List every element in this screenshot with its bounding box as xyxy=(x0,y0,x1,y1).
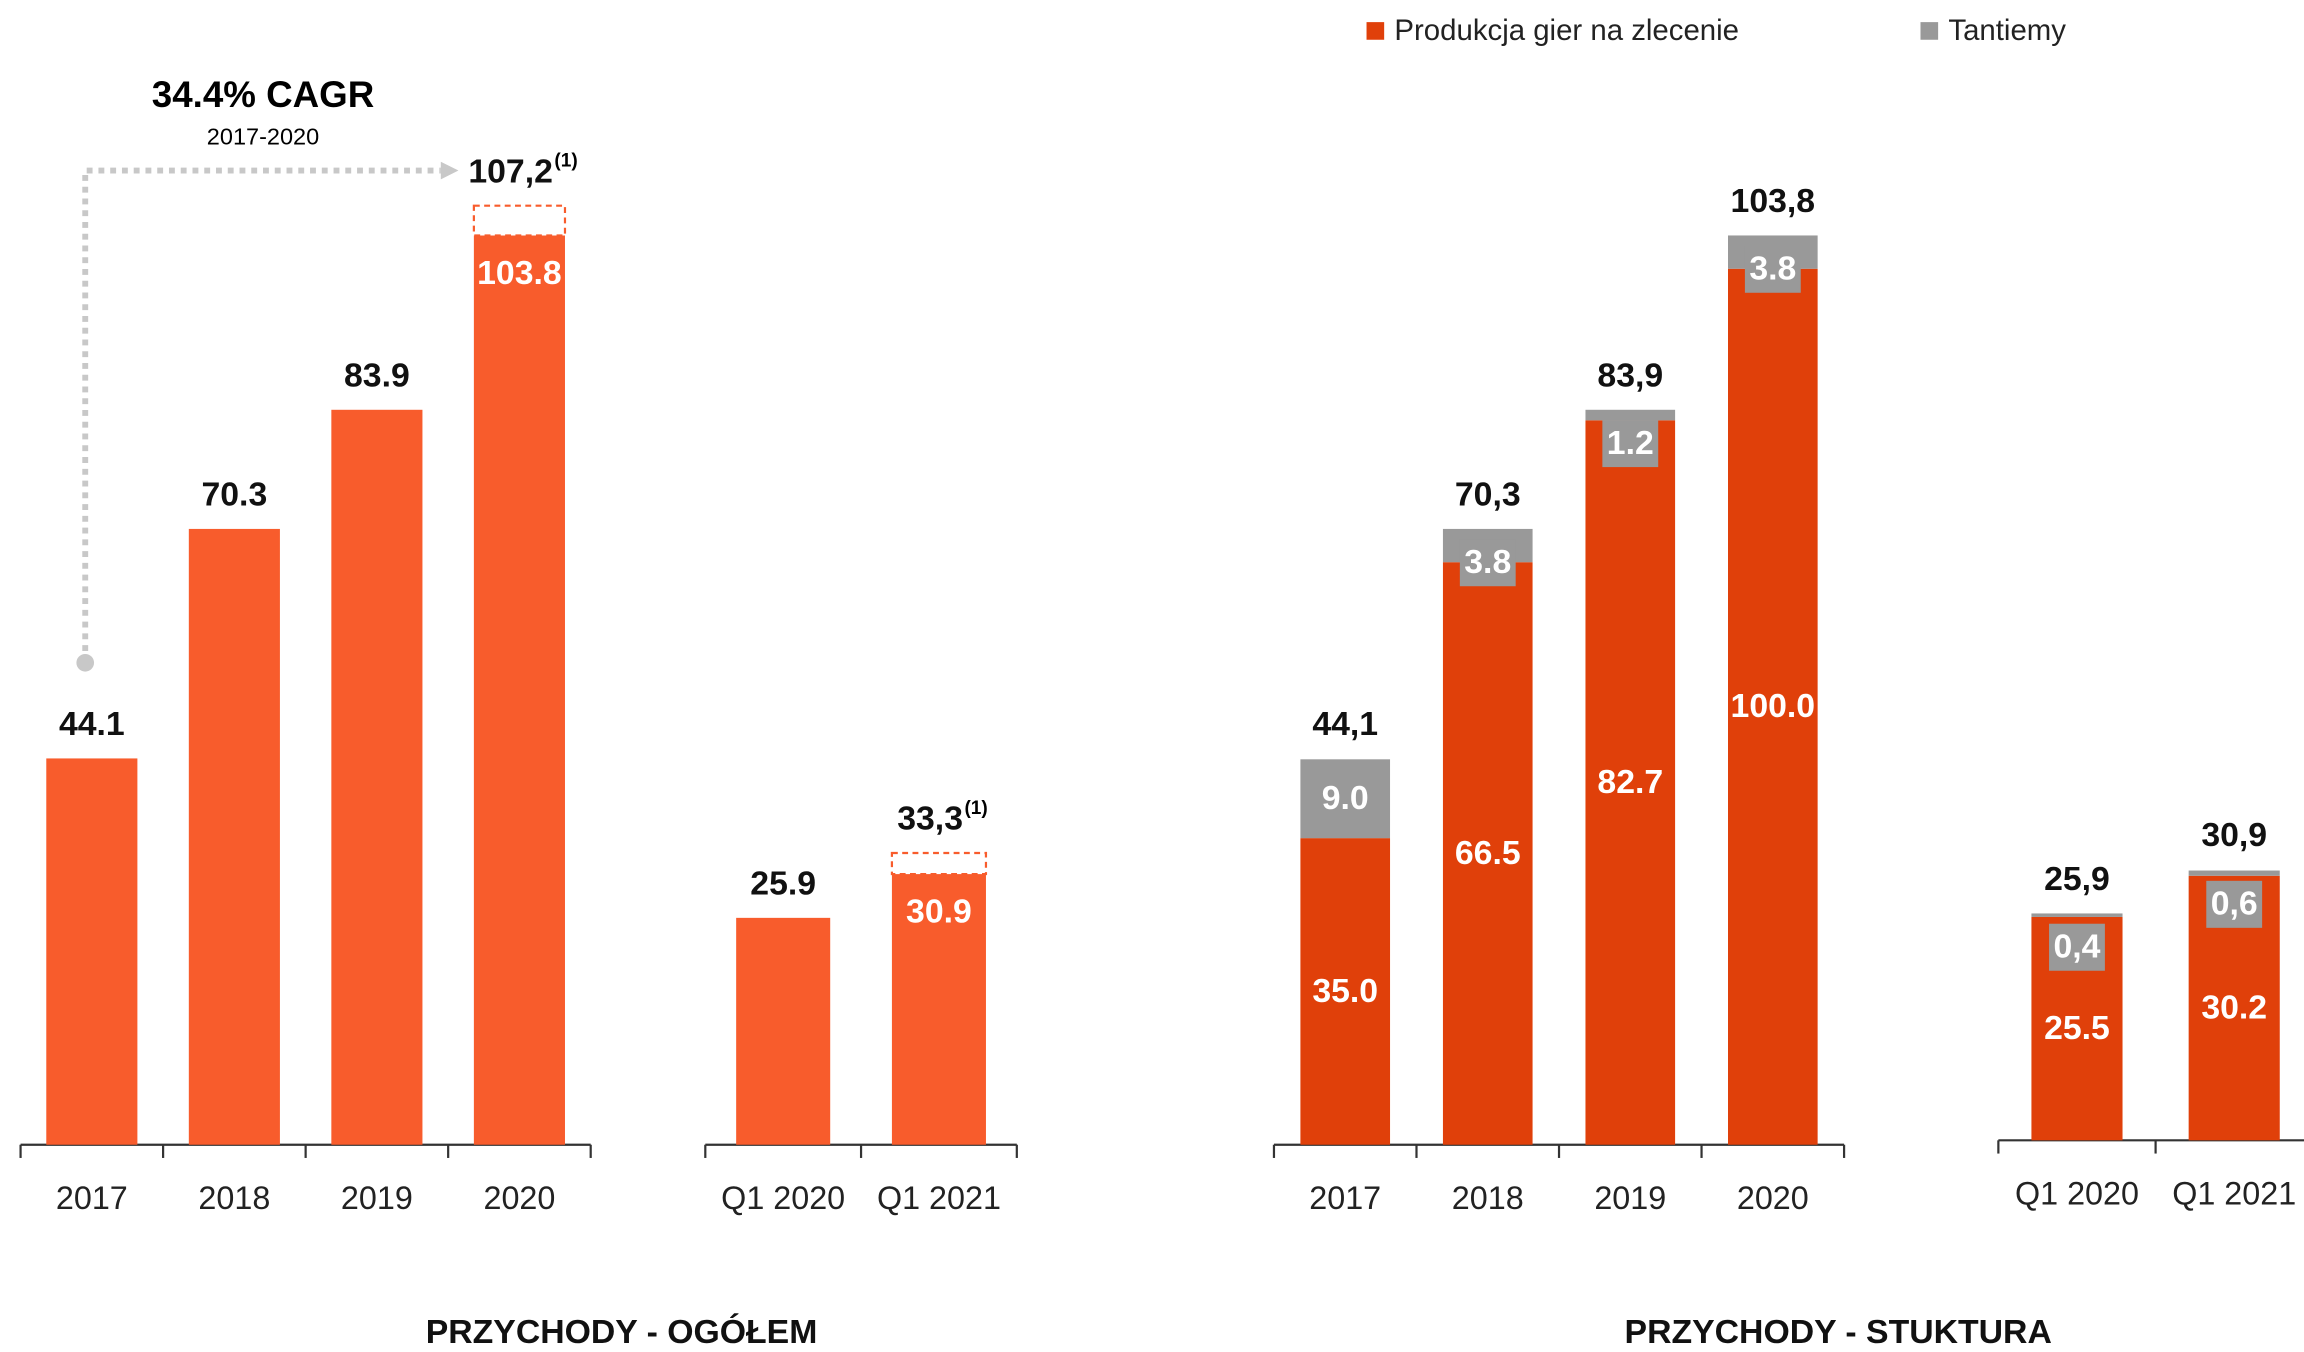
x-tick-label: 2017 xyxy=(56,1180,128,1216)
value-label: 66.5 xyxy=(1455,834,1521,872)
value-label: 70.3 xyxy=(201,476,267,514)
bar xyxy=(473,235,565,1145)
bar-segment xyxy=(2031,913,2123,917)
legend-swatch xyxy=(1920,22,1939,40)
value-label-box xyxy=(1602,420,1659,468)
value-label: 30.9 xyxy=(906,893,972,931)
bar-segment xyxy=(1442,562,1533,1145)
footnote: (1) xyxy=(964,798,987,819)
value-label: 25.9 xyxy=(750,864,816,902)
x-tick-label: 2017 xyxy=(1309,1180,1381,1216)
adjusted-bar xyxy=(472,204,567,237)
value-label: 44.1 xyxy=(59,705,125,743)
x-tick-label: 2018 xyxy=(198,1180,270,1216)
bar-segment xyxy=(1728,268,1818,1145)
legend-label: Tantiemy xyxy=(1948,14,2066,47)
total-label: 83,9 xyxy=(1597,356,1663,394)
bar xyxy=(891,874,986,1145)
x-tick-label: 2019 xyxy=(341,1180,413,1216)
bar-segment xyxy=(1300,838,1391,1145)
value-label: 100.0 xyxy=(1731,687,1816,725)
value-label: 1.2 xyxy=(1607,424,1654,462)
total-label: 30,9 xyxy=(2201,816,2267,854)
chart-title: PRZYCHODY - STUKTURA xyxy=(1625,1313,2052,1351)
value-label: 3.8 xyxy=(1749,250,1796,288)
cagr-arrowhead xyxy=(440,161,459,180)
x-tick-label: Q1 2021 xyxy=(877,1180,1001,1216)
value-label-box xyxy=(1744,245,1801,293)
value-label: 83.9 xyxy=(344,356,410,394)
adjusted-bar xyxy=(890,851,988,876)
legend-label: Produkcja gier na zlecenie xyxy=(1394,14,1739,47)
x-tick-label: 2019 xyxy=(1594,1180,1666,1216)
total-label: 103,8 xyxy=(1731,182,1816,220)
cagr-dot xyxy=(76,653,95,672)
value-label: 3.8 xyxy=(1464,543,1511,581)
x-tick-label: Q1 2020 xyxy=(721,1180,845,1216)
legend-swatch xyxy=(1366,22,1385,40)
x-tick-label: 2020 xyxy=(1737,1180,1809,1216)
x-tick-label: Q1 2021 xyxy=(2172,1176,2296,1212)
cagr-period: 2017-2020 xyxy=(207,123,319,149)
value-label: 0,4 xyxy=(2053,928,2100,966)
x-tick-label: Q1 2020 xyxy=(2015,1176,2139,1212)
value-label: 9.0 xyxy=(1322,779,1369,817)
total-label: 44,1 xyxy=(1312,705,1378,743)
bar xyxy=(188,528,280,1145)
bar xyxy=(331,409,423,1145)
total-label: 25,9 xyxy=(2044,860,2110,898)
value-label-box xyxy=(2206,880,2263,928)
bar-segment xyxy=(1300,759,1391,839)
bar-segment xyxy=(2188,870,2280,876)
value-label: 103.8 xyxy=(477,254,562,292)
bar-segment xyxy=(1585,409,1676,421)
bar-segment xyxy=(1585,420,1676,1145)
value-label: 25.5 xyxy=(2044,1009,2110,1047)
cagr-arrow xyxy=(82,167,441,663)
bar xyxy=(46,758,138,1145)
value-label-box xyxy=(1459,539,1516,587)
value-label: 0,6 xyxy=(2211,885,2258,923)
bar xyxy=(736,917,831,1145)
footnote: (1) xyxy=(554,151,577,172)
x-tick-label: 2018 xyxy=(1452,1180,1524,1216)
cagr-path xyxy=(82,167,441,663)
cagr-label: 34.4% CAGR xyxy=(152,74,374,115)
value-label: 30.2 xyxy=(2201,988,2267,1026)
chart-title: PRZYCHODY - OGÓŁEM xyxy=(426,1313,818,1351)
value-label: 35.0 xyxy=(1312,972,1378,1010)
total-label: 70,3 xyxy=(1455,476,1521,514)
adjusted-label: 33,3 xyxy=(897,800,963,838)
x-tick-label: 2020 xyxy=(483,1180,555,1216)
value-label: 82.7 xyxy=(1597,763,1663,801)
adjusted-label: 107,2 xyxy=(468,152,553,190)
value-label-box xyxy=(2049,923,2105,971)
